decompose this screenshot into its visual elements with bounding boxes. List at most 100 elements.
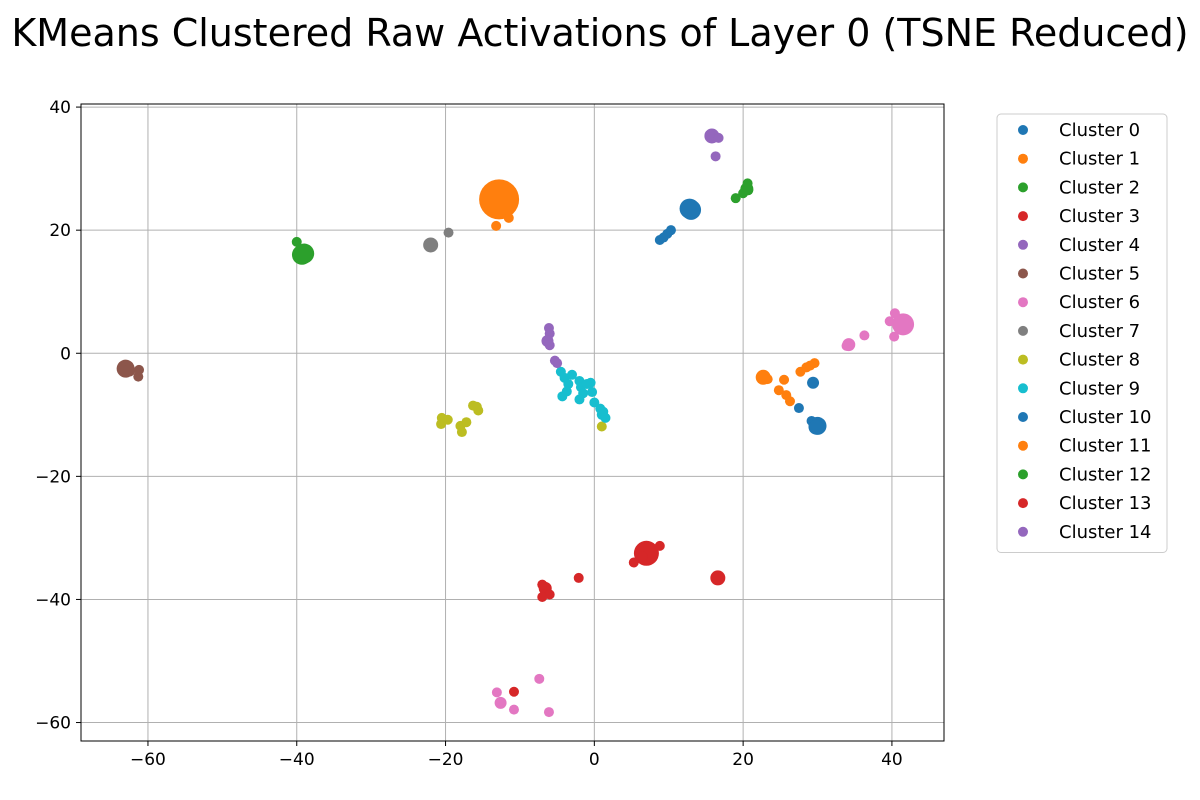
scatter-point xyxy=(589,397,600,408)
scatter-point xyxy=(807,376,820,389)
y-tick-label: −60 xyxy=(35,714,71,734)
legend-label: Cluster 8 xyxy=(1059,350,1140,371)
scatter-point xyxy=(291,236,302,247)
legend-marker xyxy=(1018,440,1028,451)
scatter-point xyxy=(557,391,568,402)
legend-marker xyxy=(1018,297,1028,308)
scatter-point xyxy=(793,403,804,414)
scatter-point xyxy=(423,237,439,253)
legend-marker xyxy=(1018,182,1028,193)
legend-label: Cluster 1 xyxy=(1059,149,1140,170)
legend-marker xyxy=(1018,268,1028,279)
scatter-point xyxy=(534,673,545,684)
legend-label: Cluster 10 xyxy=(1059,407,1152,428)
scatter-point xyxy=(841,340,852,351)
x-tick-label: −20 xyxy=(428,750,464,770)
y-tick-label: 40 xyxy=(49,98,71,118)
x-tick-label: 0 xyxy=(589,750,600,770)
scatter-point xyxy=(294,243,315,264)
y-tick-label: 0 xyxy=(60,344,71,364)
axis-ticks: −60 −40 −20 0 20 40 −60 −40 −20 0 20 40 xyxy=(35,98,903,770)
legend-label: Cluster 13 xyxy=(1059,493,1152,514)
y-tick-label: −20 xyxy=(35,467,71,487)
scatter-point xyxy=(508,686,519,697)
scatter-point xyxy=(654,540,665,551)
scatter-point xyxy=(503,212,514,223)
legend-label: Cluster 4 xyxy=(1059,235,1140,256)
scatter-point xyxy=(784,396,795,407)
scatter-point xyxy=(600,412,611,423)
legend-label: Cluster 0 xyxy=(1059,120,1140,141)
scatter-point xyxy=(471,401,482,412)
scatter-point xyxy=(628,557,639,568)
scatter-point xyxy=(479,179,520,220)
scatter-point xyxy=(567,369,578,380)
legend-marker xyxy=(1018,239,1028,250)
legend-label: Cluster 11 xyxy=(1059,436,1152,457)
legend-marker xyxy=(1018,153,1028,164)
scatter-point xyxy=(596,421,607,432)
scatter-point xyxy=(508,704,519,715)
scatter-point xyxy=(743,185,754,196)
legend-marker xyxy=(1018,469,1028,480)
scatter-point xyxy=(884,316,895,327)
scatter-point xyxy=(665,225,676,236)
scatter-point xyxy=(442,414,453,425)
legend-label: Cluster 2 xyxy=(1059,177,1140,198)
scatter-point xyxy=(637,551,648,562)
legend-marker xyxy=(1018,125,1028,135)
scatter-point xyxy=(537,591,548,602)
x-tick-label: −60 xyxy=(130,750,166,770)
scatter-point xyxy=(730,193,741,204)
scatter-point xyxy=(587,387,598,398)
scatter-point xyxy=(773,385,784,396)
legend-marker xyxy=(1018,526,1028,537)
scatter-point xyxy=(461,417,472,428)
scatter-point xyxy=(808,419,824,435)
legend-marker xyxy=(1018,412,1028,422)
x-tick-label: 20 xyxy=(732,750,754,770)
scatter-point xyxy=(573,572,584,583)
scatter-point xyxy=(779,374,790,385)
scatter-point xyxy=(713,132,724,143)
legend-marker xyxy=(1018,354,1028,365)
scatter-point xyxy=(809,358,820,369)
scatter-point xyxy=(552,358,563,369)
legend-label: Cluster 6 xyxy=(1059,292,1140,313)
scatter-point xyxy=(494,696,507,709)
y-tick-label: −40 xyxy=(35,590,71,610)
legend-marker xyxy=(1018,498,1028,509)
scatter-point xyxy=(574,394,585,405)
scatter-point xyxy=(710,151,721,162)
scatter-point xyxy=(581,379,592,390)
scatter-point xyxy=(123,364,136,377)
scatter-point xyxy=(859,330,870,341)
scatter-point xyxy=(892,313,915,336)
scatter-point xyxy=(762,374,773,385)
legend-label: Cluster 7 xyxy=(1059,321,1140,342)
legend-label: Cluster 5 xyxy=(1059,264,1140,285)
plot-frame xyxy=(80,103,945,742)
scatter-point xyxy=(491,687,502,698)
legend-marker xyxy=(1018,325,1028,336)
scatter-point xyxy=(491,220,502,231)
legend-label: Cluster 9 xyxy=(1059,378,1140,399)
scatter-point xyxy=(443,227,454,238)
legend-marker xyxy=(1018,211,1028,222)
chart-title: KMeans Clustered Raw Activations of Laye… xyxy=(11,11,1188,55)
grid-lines xyxy=(81,104,944,741)
scatter-point xyxy=(544,340,555,351)
legend-label: Cluster 3 xyxy=(1059,206,1140,227)
x-tick-label: 40 xyxy=(881,750,903,770)
y-tick-label: 20 xyxy=(49,221,71,241)
legend-label: Cluster 12 xyxy=(1059,464,1152,485)
scatter-point xyxy=(889,308,900,319)
scatter-point xyxy=(133,371,144,382)
scatter-point xyxy=(710,570,726,586)
scatter-point xyxy=(456,427,467,438)
scatter-point xyxy=(704,129,715,140)
scatter-point xyxy=(679,198,700,219)
legend-marker xyxy=(1018,383,1028,394)
x-tick-label: −40 xyxy=(279,750,315,770)
